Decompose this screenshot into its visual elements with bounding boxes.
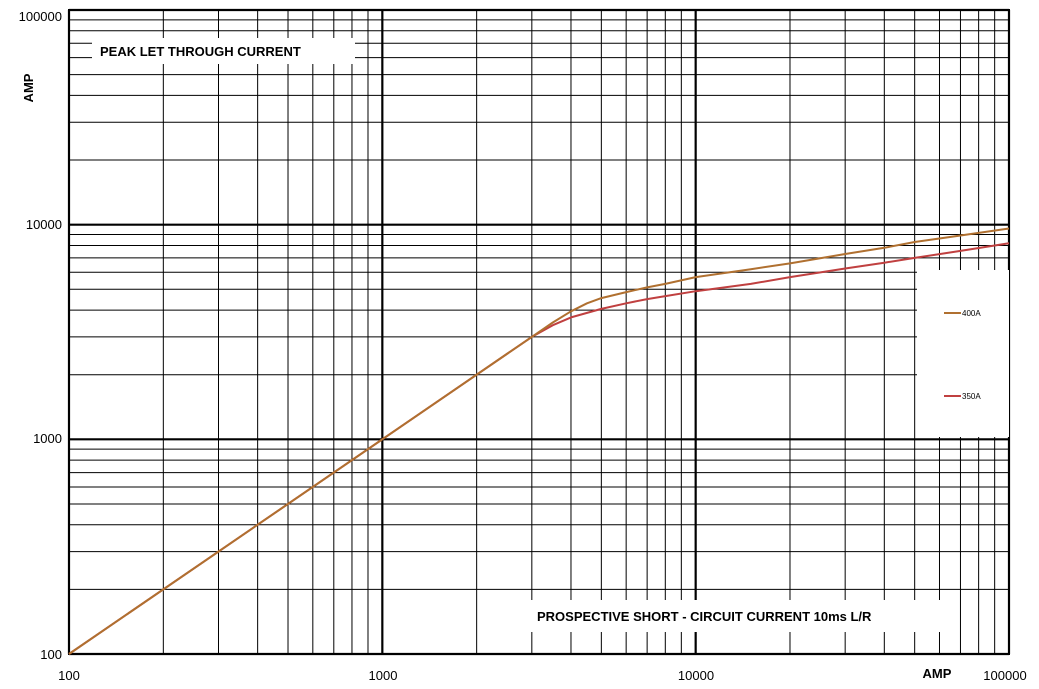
legend-box (917, 270, 1009, 437)
subtitle-box (528, 600, 958, 632)
x-axis-label: AMP (923, 666, 952, 681)
y-tick-label-10000: 10000 (26, 217, 62, 232)
x-tick-label-10000: 10000 (678, 668, 714, 683)
chart-subtitle: PROSPECTIVE SHORT - CIRCUIT CURRENT 10ms… (537, 609, 872, 624)
legend-label-350a: 350A (962, 392, 981, 401)
series-line-400a (68, 227, 1010, 655)
y-axis-label: AMP (21, 73, 36, 102)
legend: 400A 350A (917, 270, 1009, 437)
series-line-350a (68, 242, 1010, 655)
y-tick-label-100000: 100000 (19, 9, 62, 24)
x-tick-label-100000: 100000 (983, 668, 1026, 683)
y-tick-label-1000: 1000 (33, 431, 62, 446)
title-box (92, 38, 355, 64)
x-tick-label-100: 100 (58, 668, 80, 683)
chart-title: PEAK LET THROUGH CURRENT (100, 44, 301, 59)
x-tick-label-1000: 1000 (369, 668, 398, 683)
y-tick-label-100: 100 (40, 647, 62, 662)
series-layer (68, 227, 1010, 655)
minor-grid (69, 10, 1009, 654)
legend-label-400a: 400A (962, 309, 981, 318)
